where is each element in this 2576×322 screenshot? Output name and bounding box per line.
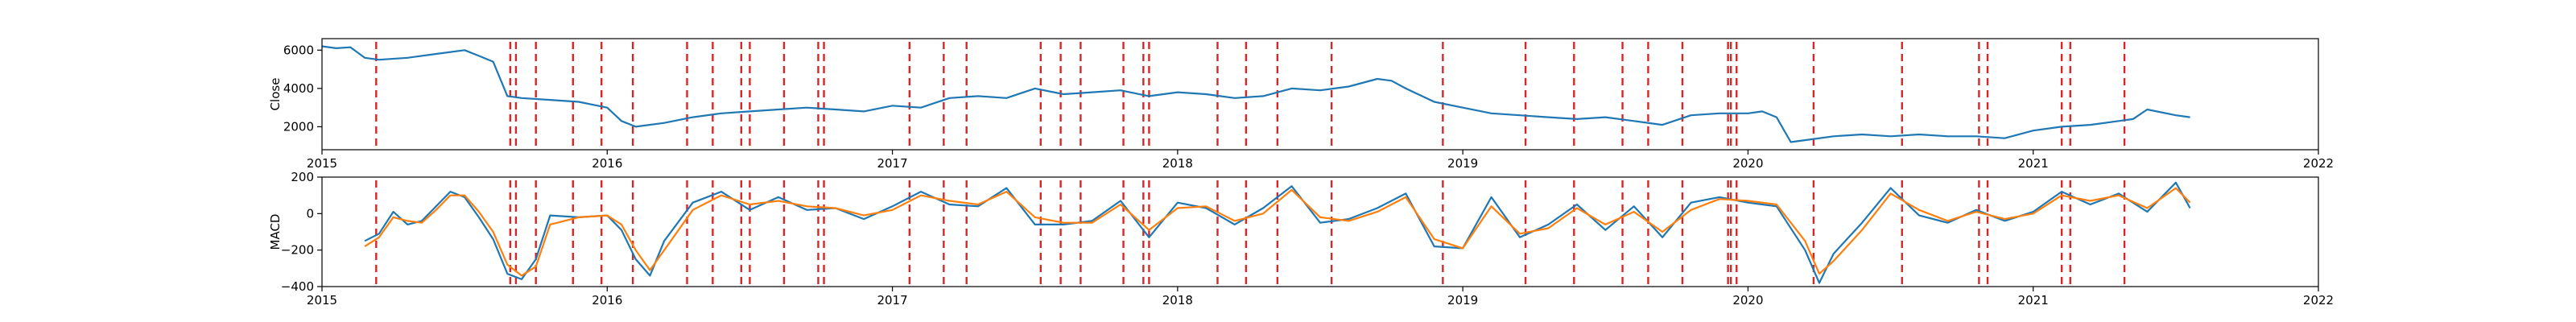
macd-series-line-0 — [364, 181, 2191, 284]
macd-x-tick-label-1: 2016 — [592, 293, 622, 308]
macd-y-tick-label-0: −400 — [281, 279, 314, 294]
close-x-tick-label-1: 2016 — [592, 156, 622, 171]
macd-series-lines — [364, 181, 2191, 284]
close-y-axis-label: Close — [268, 78, 283, 111]
macd-panel: −400 −200 0 200 2015 2016 2017 2018 2019 2020 202… — [268, 170, 2334, 308]
close-axes-frame — [321, 38, 2319, 151]
macd-x-tick-label-3: 2018 — [1162, 293, 1193, 308]
close-x-tick-label-0: 2015 — [307, 156, 337, 171]
close-x-tick-label-4: 2019 — [1447, 156, 1478, 171]
close-y-tick-label-2: 6000 — [283, 43, 314, 57]
close-price-panel: 2000 4000 6000 2015 2016 2017 2018 2019 2020 202… — [268, 38, 2334, 171]
macd-event-markers — [375, 180, 2126, 285]
close-series-line-0 — [321, 45, 2190, 143]
macd-y-ticks: −400 −200 0 200 — [281, 170, 322, 294]
close-x-tick-label-6: 2021 — [2018, 156, 2049, 171]
close-y-tick-label-1: 4000 — [283, 81, 314, 96]
macd-series-line-1 — [364, 187, 2191, 277]
macd-x-tick-label-0: 2015 — [307, 293, 337, 308]
close-x-tick-label-5: 2020 — [1732, 156, 1763, 171]
macd-y-tick-label-3: 200 — [291, 170, 314, 184]
macd-x-tick-label-6: 2021 — [2018, 293, 2049, 308]
close-x-tick-label-3: 2018 — [1162, 156, 1193, 171]
macd-x-tick-label-4: 2019 — [1447, 293, 1478, 308]
close-x-tick-label-7: 2022 — [2303, 156, 2334, 171]
macd-y-tick-label-2: 0 — [306, 206, 314, 221]
close-y-tick-label-0: 2000 — [283, 119, 314, 134]
close-y-ticks: 2000 4000 6000 — [283, 43, 322, 134]
macd-x-tick-label-2: 2017 — [877, 293, 907, 308]
macd-x-tick-label-5: 2020 — [1732, 293, 1763, 308]
macd-x-ticks: 2015 2016 2017 2018 2019 2020 2021 2022 — [307, 287, 2334, 308]
close-x-ticks: 2015 2016 2017 2018 2019 2020 2021 2022 — [307, 150, 2334, 171]
close-event-markers — [375, 42, 2126, 148]
macd-x-tick-label-7: 2022 — [2303, 293, 2334, 308]
close-x-tick-label-2: 2017 — [877, 156, 907, 171]
close-series-lines — [321, 45, 2190, 143]
macd-axes-frame — [321, 176, 2319, 287]
macd-y-axis-label: MACD — [268, 214, 283, 250]
macd-y-tick-label-1: −200 — [281, 243, 314, 258]
